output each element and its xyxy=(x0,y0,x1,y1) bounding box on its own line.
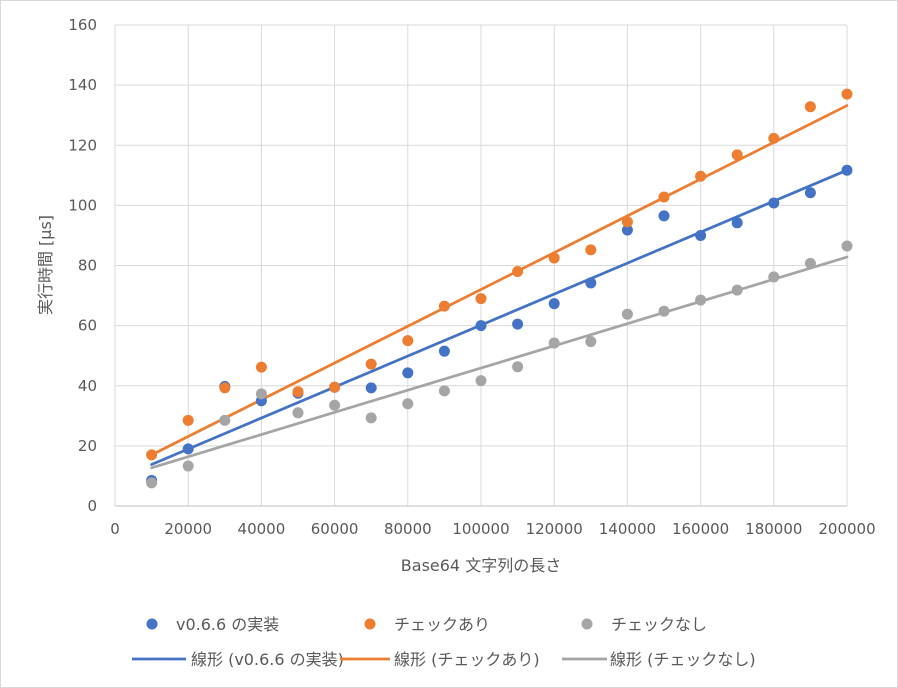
data-point xyxy=(255,388,267,400)
data-point xyxy=(182,443,194,455)
x-tick-label: 120000 xyxy=(526,520,583,538)
data-point xyxy=(255,361,267,373)
x-tick-label: 140000 xyxy=(599,520,656,538)
data-point xyxy=(621,224,633,236)
data-point xyxy=(438,385,450,397)
data-point xyxy=(219,382,231,394)
data-point xyxy=(731,284,743,296)
legend-marker xyxy=(146,618,158,630)
data-point xyxy=(292,386,304,398)
data-point xyxy=(841,88,853,100)
data-point xyxy=(402,335,414,347)
x-tick-label: 0 xyxy=(110,520,120,538)
y-tick-label: 140 xyxy=(68,76,97,94)
data-point xyxy=(182,414,194,426)
data-point xyxy=(621,216,633,228)
data-point xyxy=(768,271,780,283)
y-tick-label: 60 xyxy=(78,317,97,335)
x-tick-label: 20000 xyxy=(164,520,212,538)
data-point xyxy=(365,382,377,394)
data-point xyxy=(768,132,780,144)
x-tick-label: 80000 xyxy=(384,520,432,538)
data-point xyxy=(658,210,670,222)
data-point xyxy=(841,164,853,176)
y-tick-label: 80 xyxy=(78,257,97,275)
y-axis-title: 実行時間 [μs] xyxy=(36,215,55,315)
data-point xyxy=(365,412,377,424)
legend-label: チェックあり xyxy=(394,615,490,634)
data-point xyxy=(804,187,816,199)
y-tick-label: 120 xyxy=(68,136,97,154)
y-tick-label: 160 xyxy=(68,16,97,34)
data-point xyxy=(402,367,414,379)
data-point xyxy=(146,477,158,489)
data-point xyxy=(731,149,743,161)
data-point xyxy=(475,375,487,387)
x-axis-title: Base64 文字列の長さ xyxy=(401,556,561,575)
data-point xyxy=(658,305,670,317)
data-point xyxy=(512,318,524,330)
legend-label: 線形 (チェックあり) xyxy=(394,650,540,669)
trendline xyxy=(150,104,849,457)
x-tick-label: 200000 xyxy=(818,520,875,538)
data-point xyxy=(548,337,560,349)
data-point xyxy=(329,381,341,393)
data-point xyxy=(768,197,780,209)
data-point xyxy=(585,336,597,348)
data-point xyxy=(329,399,341,411)
data-point xyxy=(146,449,158,461)
data-point xyxy=(804,101,816,113)
trendlines xyxy=(150,104,849,470)
legend-label: 線形 (チェックなし) xyxy=(610,650,756,669)
data-point xyxy=(695,294,707,306)
data-point xyxy=(695,229,707,241)
data-point xyxy=(292,407,304,419)
x-tick-label: 40000 xyxy=(238,520,286,538)
y-tick-label: 20 xyxy=(78,437,97,455)
trendline xyxy=(150,168,849,466)
data-point xyxy=(841,240,853,252)
legend-label: v0.6.6 の実装 xyxy=(176,615,279,634)
data-point xyxy=(365,358,377,370)
legend-marker xyxy=(364,618,376,630)
legend-label: 線形 (v0.6.6 の実装) xyxy=(191,650,344,669)
data-point xyxy=(585,244,597,256)
data-point xyxy=(512,361,524,373)
x-tick-label: 100000 xyxy=(452,520,509,538)
data-points xyxy=(146,88,853,489)
data-point xyxy=(182,460,194,472)
x-tick-label: 60000 xyxy=(311,520,359,538)
data-point xyxy=(585,277,597,289)
data-point xyxy=(219,414,231,426)
tick-labels: 0 20000 40000 60000 80000 100000 120000 140000 1… xyxy=(68,16,875,538)
y-tick-label: 100 xyxy=(68,196,97,214)
legend-label: チェックなし xyxy=(611,615,707,634)
data-point xyxy=(658,191,670,203)
x-tick-label: 180000 xyxy=(745,520,802,538)
data-point xyxy=(621,308,633,320)
data-point xyxy=(804,257,816,269)
data-point xyxy=(402,398,414,410)
legend-marker xyxy=(581,618,593,630)
y-tick-label: 40 xyxy=(78,377,97,395)
y-tick-label: 0 xyxy=(87,497,97,515)
data-point xyxy=(438,345,450,357)
data-point xyxy=(512,266,524,278)
data-point xyxy=(548,252,560,264)
data-point xyxy=(475,293,487,305)
data-point xyxy=(731,217,743,229)
data-point xyxy=(548,298,560,310)
data-point xyxy=(475,320,487,332)
x-tick-label: 160000 xyxy=(672,520,729,538)
trendline xyxy=(150,255,849,470)
data-point xyxy=(695,170,707,182)
data-point xyxy=(438,300,450,312)
